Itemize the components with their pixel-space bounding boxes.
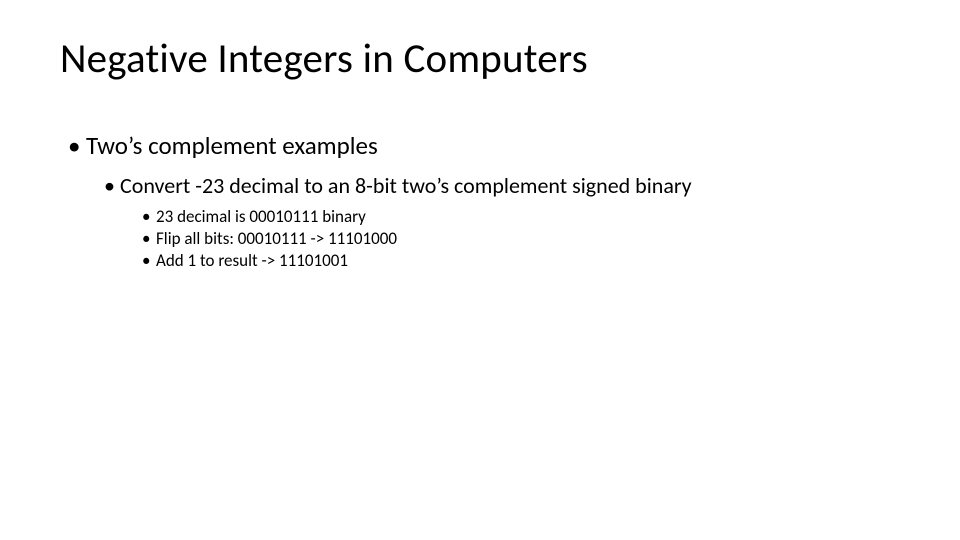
bullet-icon: • xyxy=(104,172,120,199)
bullet-level3: •Flip all bits: 00010111 -> 11101000 xyxy=(142,228,397,249)
bullet-level3-text: Add 1 to result -> 11101001 xyxy=(156,250,348,271)
bullet-level3: •Add 1 to result -> 11101001 xyxy=(142,250,348,271)
bullet-icon: • xyxy=(142,206,156,227)
slide: Negative Integers in Computers •Two’s co… xyxy=(0,0,960,540)
bullet-level3-text: 23 decimal is 00010111 binary xyxy=(156,206,366,227)
bullet-level3: •23 decimal is 00010111 binary xyxy=(142,206,366,227)
bullet-icon: • xyxy=(68,130,86,161)
bullet-level2: •Convert -23 decimal to an 8-bit two’s c… xyxy=(104,172,692,199)
slide-title: Negative Integers in Computers xyxy=(60,34,588,84)
bullet-level3-text: Flip all bits: 00010111 -> 11101000 xyxy=(156,228,397,249)
bullet-icon: • xyxy=(142,250,156,271)
bullet-level1: •Two’s complement examples xyxy=(68,130,378,161)
bullet-level1-text: Two’s complement examples xyxy=(86,130,378,161)
bullet-icon: • xyxy=(142,228,156,249)
bullet-level2-text: Convert -23 decimal to an 8-bit two’s co… xyxy=(120,172,692,199)
